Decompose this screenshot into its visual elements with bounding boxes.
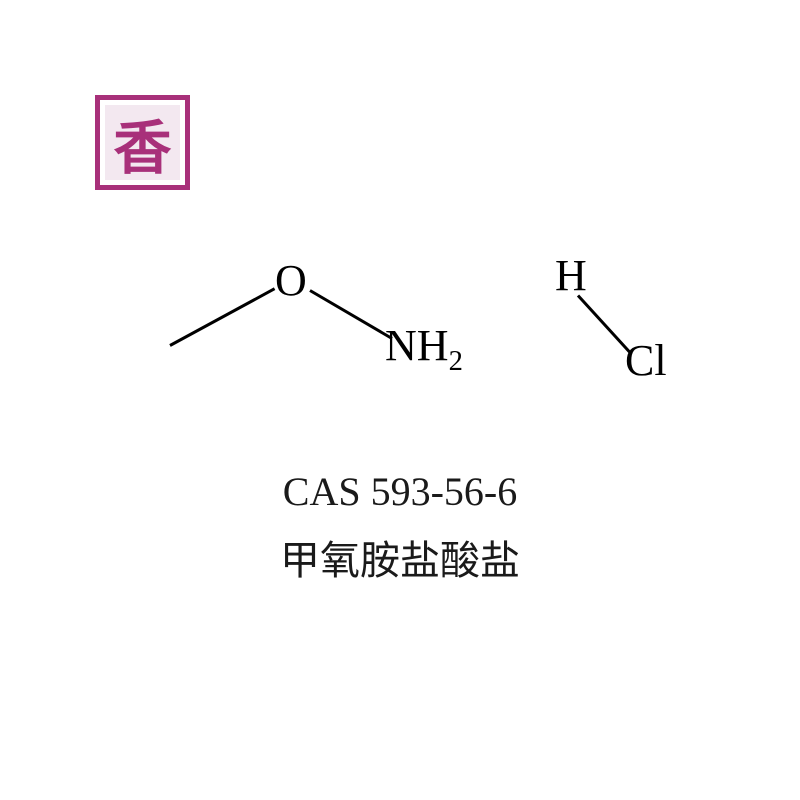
bond-o-nh2 <box>309 289 393 340</box>
atom-cl-text: Cl <box>625 336 667 385</box>
atom-h: H <box>555 250 587 301</box>
logo-stamp: 香 <box>95 95 190 190</box>
compound-name: 甲氧胺盐酸盐 <box>0 528 800 586</box>
atom-nh2-text: NH <box>385 321 449 370</box>
atom-o-text: O <box>275 256 307 305</box>
atom-nh2: NH2 <box>385 320 463 378</box>
atom-o: O <box>275 255 307 306</box>
atom-cl: Cl <box>625 335 667 386</box>
logo-glyph: 香 <box>105 105 180 180</box>
cas-label: CAS 593-56-6 <box>0 468 800 515</box>
atom-h-text: H <box>555 251 587 300</box>
atom-nh2-sub: 2 <box>449 346 463 377</box>
bond-h-cl <box>577 294 631 353</box>
bond-ch3-o <box>169 287 275 347</box>
